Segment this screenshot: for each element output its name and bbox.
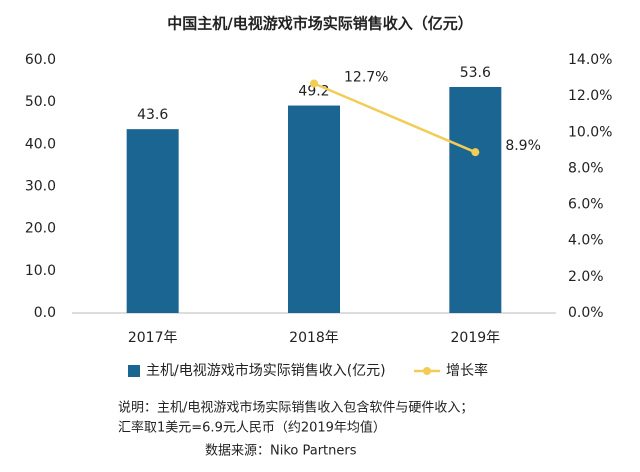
legend-label: 主机/电视游戏市场实际销售收入(亿元)	[146, 362, 386, 379]
legend-swatch	[128, 365, 140, 377]
y2-tick-label: 6.0%	[568, 197, 604, 213]
bar	[126, 129, 179, 313]
y-tick-label: 0.0	[34, 305, 56, 321]
chart-title: 中国主机/电视游戏市场实际销售收入（亿元）	[167, 15, 472, 33]
source: 数据来源：Niko Partners	[205, 444, 357, 459]
y-tick-label: 10.0	[25, 263, 56, 279]
y-tick-label: 60.0	[25, 52, 56, 68]
legend-label: 增长率	[446, 362, 488, 379]
bar	[288, 105, 340, 313]
y2-tick-label: 8.0%	[568, 160, 604, 176]
bar	[449, 86, 502, 313]
legend-swatch	[423, 367, 431, 375]
line-point	[471, 148, 480, 157]
y2-tick-label: 2.0%	[568, 269, 604, 285]
x-tick-label: 2017年	[128, 330, 178, 346]
y2-tick-label: 12.0%	[568, 88, 612, 104]
y-tick-label: 20.0	[25, 221, 56, 237]
y2-tick-label: 0.0%	[568, 305, 604, 321]
y2-tick-label: 4.0%	[568, 233, 604, 249]
note: 汇率取1美元=6.9元人民币（约2019年均值）	[118, 420, 386, 436]
y-tick-label: 50.0	[25, 94, 56, 110]
data-label: 53.6	[460, 65, 491, 81]
y2-tick-label: 10.0%	[568, 124, 612, 140]
y-tick-label: 40.0	[25, 136, 56, 152]
y-tick-label: 30.0	[25, 179, 56, 195]
x-tick-label: 2018年	[289, 330, 339, 346]
y2-tick-label: 14.0%	[568, 52, 612, 68]
x-tick-label: 2019年	[451, 330, 501, 346]
data-label: 8.9%	[505, 138, 541, 154]
data-label: 43.6	[137, 107, 168, 123]
note: 说明：主机/电视游戏市场实际销售收入包含软件与硬件收入；	[118, 400, 473, 416]
data-label: 12.7%	[344, 69, 388, 85]
line	[313, 82, 476, 154]
line-point	[310, 79, 318, 88]
